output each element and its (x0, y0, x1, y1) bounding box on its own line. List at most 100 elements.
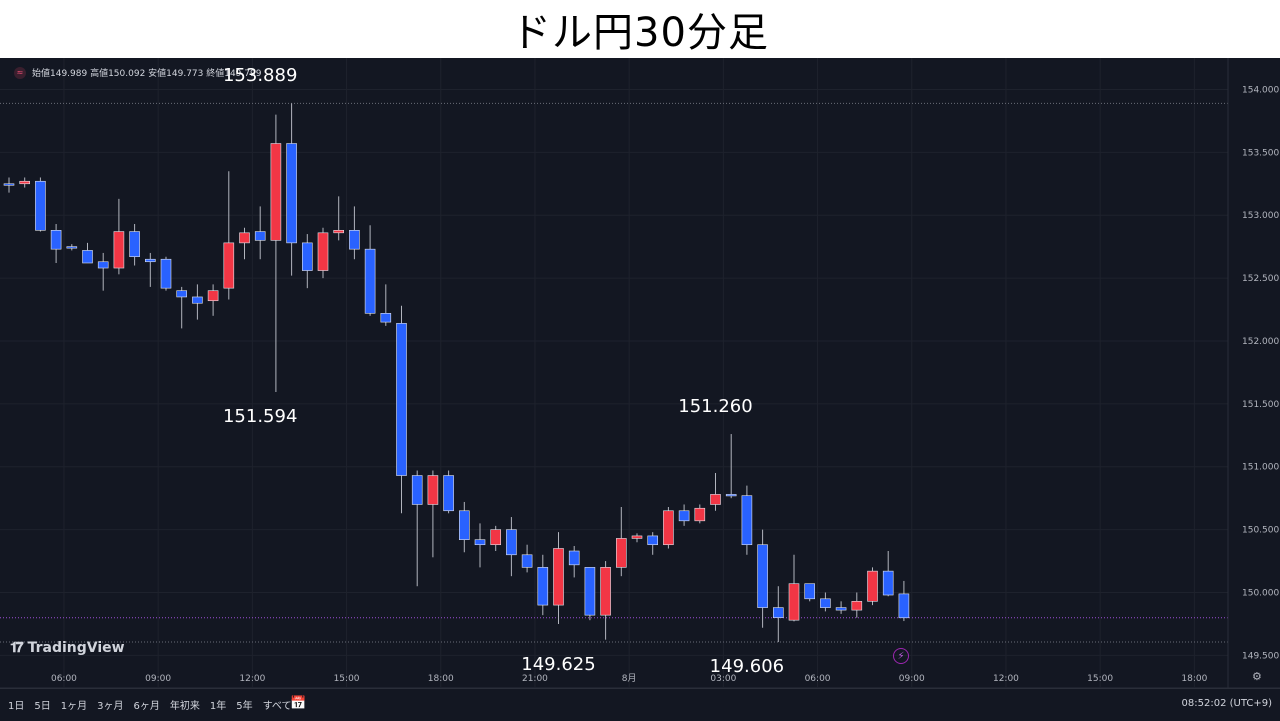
range-button[interactable]: 1ヶ月 (60, 701, 88, 712)
candle-body[interactable] (160, 258, 172, 289)
ohlc-legend: ≈ 始値149.989 高値150.092 安値149.773 終値149.79… (14, 66, 261, 79)
candle-body[interactable] (506, 529, 517, 556)
candle-body[interactable] (600, 567, 611, 616)
x-tick-label: 03:00 (710, 674, 736, 684)
x-tick-label: 8月 (622, 673, 637, 684)
candle-body[interactable] (615, 538, 627, 568)
x-tick-label: 18:00 (428, 674, 454, 684)
price-annotation: 149.625 (521, 653, 596, 675)
y-tick-label: 152.500 (1242, 274, 1279, 284)
bolt-icon[interactable]: ⚡ (893, 648, 909, 664)
y-tick-label: 149.500 (1242, 651, 1279, 661)
bottom-toolbar: 1日 5日 1ヶ月 3ヶ月 6ヶ月 年初来 1年 5年 すべて 📅 08:52:02 (UTC+… (0, 688, 1280, 721)
candle-body[interactable] (145, 258, 156, 263)
candle-body[interactable] (129, 231, 140, 258)
candle-body[interactable] (380, 313, 392, 323)
candle-body[interactable] (458, 510, 470, 540)
candle-body[interactable] (851, 601, 863, 611)
candle-body[interactable] (553, 548, 564, 606)
clock[interactable]: 08:52:02 (UTC+9) (1181, 698, 1272, 709)
candle-body[interactable] (333, 230, 345, 234)
chart-title: ドル円30分足 (511, 10, 769, 56)
candle-body[interactable] (584, 567, 596, 616)
candle-body[interactable] (867, 570, 878, 602)
candle-body[interactable] (411, 475, 423, 505)
candle-body[interactable] (757, 544, 768, 608)
candle-body[interactable] (19, 180, 31, 185)
x-tick-label: 06:00 (51, 674, 77, 684)
logo-text: TradingView (27, 640, 125, 656)
candle-body[interactable] (521, 554, 533, 568)
candle-body[interactable] (66, 246, 78, 249)
y-tick-label: 153.500 (1242, 148, 1279, 158)
candlestick-chart[interactable]: 149.500 150.000 150.500 151.000 151.500 152.0… (0, 58, 1280, 720)
candle-body[interactable] (254, 231, 266, 241)
candle-body[interactable] (820, 598, 831, 608)
range-button[interactable]: 5年 (236, 701, 253, 712)
candle-body[interactable] (286, 143, 297, 244)
candle-body[interactable] (647, 535, 659, 546)
title-bar: ドル円30分足 (0, 0, 1280, 58)
y-tick-label: 151.000 (1242, 463, 1279, 473)
candle-body[interactable] (490, 529, 502, 546)
candle-body[interactable] (882, 570, 894, 596)
candle-body[interactable] (741, 495, 753, 546)
range-button[interactable]: すべて (262, 701, 292, 712)
x-tick-label: 12:00 (993, 674, 1019, 684)
candle-body[interactable] (364, 248, 376, 314)
candle-body[interactable] (537, 567, 549, 606)
candle-body[interactable] (239, 232, 250, 244)
tradingview-logo[interactable]: 𝟏𝟕 TradingView (10, 640, 125, 656)
y-tick-label: 150.500 (1242, 526, 1279, 536)
candle-body[interactable] (223, 242, 235, 289)
range-button[interactable]: 5日 (34, 701, 51, 712)
candle-body[interactable] (568, 550, 580, 566)
x-tick-label: 21:00 (522, 674, 548, 684)
price-annotation: 149.606 (709, 656, 785, 678)
candle-body[interactable] (678, 510, 690, 522)
candle-body[interactable] (349, 230, 360, 250)
range-button[interactable]: 6ヶ月 (133, 701, 160, 712)
candle-body[interactable] (631, 535, 643, 539)
range-button[interactable]: 3ヶ月 (97, 701, 124, 712)
candle-body[interactable] (788, 583, 800, 621)
candle-body[interactable] (694, 507, 706, 522)
candle-body[interactable] (50, 230, 62, 250)
candle-body[interactable] (176, 290, 187, 298)
calendar-range-icon[interactable]: 📅 (290, 696, 307, 711)
candle-body[interactable] (317, 232, 329, 271)
candle-body[interactable] (97, 261, 109, 269)
candle-body[interactable] (35, 180, 46, 231)
candle-body[interactable] (301, 242, 313, 271)
ohlc-values: 始値149.989 高値150.092 安値149.773 終値149.799 (32, 69, 262, 79)
chart-panel[interactable]: 149.500 150.000 150.500 151.000 151.500 152.0… (0, 58, 1280, 721)
candle-body[interactable] (710, 494, 721, 505)
candle-body[interactable] (725, 494, 737, 497)
candle-body[interactable] (898, 593, 910, 619)
gear-icon[interactable]: ⚙ (1252, 670, 1262, 683)
x-tick-label: 09:00 (145, 674, 171, 684)
candle-body[interactable] (82, 250, 93, 264)
x-tick-label: 15:00 (1087, 674, 1113, 684)
candle-body[interactable] (192, 296, 203, 304)
range-button[interactable]: 年初来 (169, 701, 200, 712)
x-tick-label: 15:00 (334, 674, 360, 684)
candle-body[interactable] (443, 475, 454, 512)
candle-body[interactable] (835, 607, 847, 611)
candle-body[interactable] (396, 323, 407, 476)
range-button[interactable]: 1年 (209, 701, 227, 712)
price-annotation: 153.889 (222, 65, 298, 87)
candle-body[interactable] (270, 143, 282, 241)
candle-body[interactable] (427, 475, 439, 505)
exchange-icon[interactable]: ≈ (14, 66, 26, 79)
candle-body[interactable] (772, 607, 784, 618)
candle-body[interactable] (474, 539, 486, 546)
candle-body[interactable] (3, 183, 15, 186)
y-tick-label: 153.000 (1242, 211, 1279, 221)
candle-body[interactable] (663, 510, 674, 546)
candle-body[interactable] (207, 290, 219, 302)
x-tick-label: 12:00 (239, 674, 265, 684)
candle-body[interactable] (113, 231, 125, 269)
candle-body[interactable] (804, 583, 816, 600)
range-button[interactable]: 1日 (8, 701, 25, 712)
